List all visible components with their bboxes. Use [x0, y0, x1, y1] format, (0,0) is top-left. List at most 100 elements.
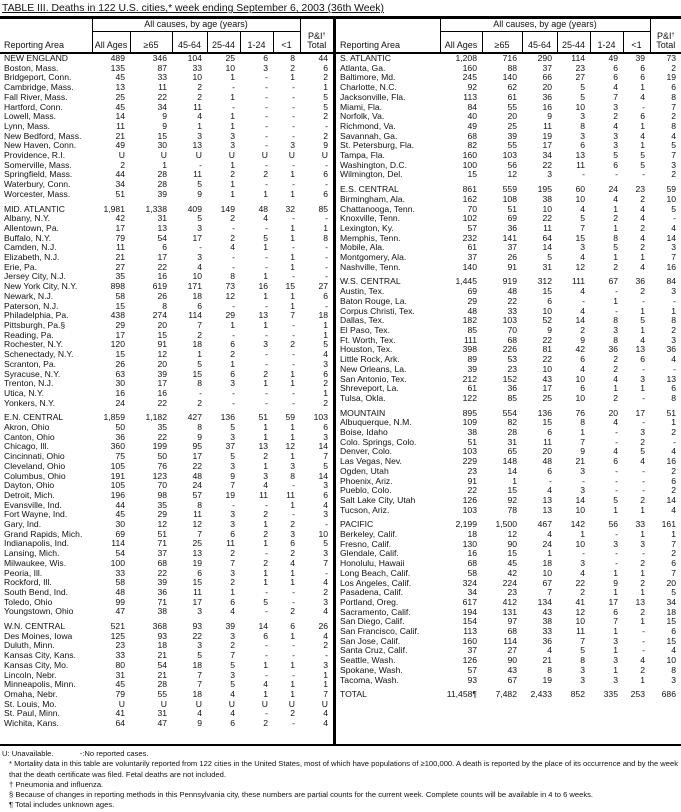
city-row-fort-wayne-ind: Fort Wayne, Ind. 45 29 11 3 2 - 3	[0, 510, 333, 520]
reporting-area: Albuquerque, N.M.	[340, 417, 412, 428]
pi-total-cell: 84	[666, 276, 676, 287]
age-45-64-header: 45-64	[521, 31, 557, 54]
city-row-worcester-mass: Worcester, Mass. 51 39 9 1 1 1 6	[0, 189, 333, 200]
age-25-44-cell: 11	[576, 626, 585, 637]
reporting-area: Spokane, Wash.	[340, 664, 403, 675]
age-65-plus-cell: 226	[502, 344, 517, 355]
all-ages-cell: 102	[462, 213, 477, 224]
age-45-64-cell: 1	[197, 120, 202, 131]
age-25-44-cell: 10	[575, 193, 585, 204]
city-row-richmond-va: Richmond, Va. 49 25 11 8 4 1 8	[336, 120, 681, 132]
pi-total-cell: 14	[666, 232, 676, 243]
age-65-plus-cell: 15	[157, 130, 167, 141]
reporting-area: Chicago, Ill.	[4, 441, 49, 452]
age-65-plus-cell: 224	[502, 577, 517, 588]
city-row-grand-rapids-mich: Grand Rapids, Mich. 69 51 7 6 2 3 10	[0, 529, 333, 540]
reporting-area: Chattanooga, Tenn.	[340, 203, 415, 214]
pi-total-cell: 3	[671, 159, 676, 170]
all-ages-cell: 154	[462, 616, 477, 627]
region-row-w-s-central: W.S. CENTRAL 1,445 919 312 111 67 36 84	[336, 277, 681, 287]
age-1-24-cell: 49	[608, 53, 618, 63]
age-65-plus-cell: 22	[157, 567, 167, 578]
all-ages-cell: 122	[462, 392, 477, 403]
all-ages-cell: 17	[115, 222, 125, 233]
age-25-44-cell: 10	[575, 373, 585, 384]
city-row-scranton-pa: Scranton, Pa. 26 20 5 1 - - 3	[0, 358, 333, 370]
pi-total-cell: 6	[323, 422, 328, 433]
pi-total-cell: 73	[666, 53, 676, 63]
age-under-1-cell: 2	[640, 494, 645, 505]
pi-total-cell: 8	[671, 120, 676, 131]
age-under-1-cell: -	[292, 640, 295, 651]
all-ages-header: All Ages	[91, 31, 130, 54]
reporting-area: Berkeley, Calif.	[340, 529, 398, 540]
pi-total-cell: 7	[671, 252, 676, 263]
reporting-area: Buffalo, N.Y.	[4, 232, 51, 243]
age-65-plus-cell: 7,482	[495, 689, 517, 700]
age-45-64-cell: 6	[547, 295, 552, 306]
age-1-24-cell: 8	[613, 334, 618, 345]
age-25-44-cell: 7	[580, 222, 585, 233]
city-row-honolulu-hawaii: Honolulu, Hawaii 68 45 18 3 - 2 6	[336, 558, 681, 569]
age-65-plus-cell: 20	[157, 319, 167, 330]
age-65-plus-cell: 43	[507, 664, 517, 675]
city-row-kansas-city-kans: Kansas City, Kans. 33 21 5 7 - - -	[0, 650, 333, 661]
reporting-area: San Francisco, Calif.	[340, 626, 420, 637]
age-25-44-cell: 2	[230, 548, 235, 559]
pi-total-cell: 15	[666, 635, 676, 646]
age-25-44-cell: 3	[580, 242, 585, 253]
all-ages-cell: 100	[462, 159, 477, 170]
age-65-plus-cell: 17	[157, 252, 167, 263]
age-45-64-cell: 22	[542, 334, 552, 345]
reporting-area: Birmingham, Ala.	[340, 193, 405, 204]
age-65-plus-cell: 18	[157, 640, 167, 651]
city-row-denver-colo: Denver, Colo. 103 65 20 9 4 5 4	[336, 447, 681, 457]
age-65-plus-cell: 93	[157, 630, 167, 641]
city-row-lincoln-nebr: Lincoln, Nebr. 31 21 7 3 - - 1	[0, 670, 333, 681]
reporting-area: Corpus Christi, Tex.	[340, 305, 415, 316]
age-1-24-cell: 1	[613, 567, 618, 578]
age-under-1-cell: -	[642, 417, 645, 428]
age-under-1-cell: 33	[635, 519, 645, 530]
age-1-24-cell: 5	[263, 596, 268, 607]
pi-total-cell: 4	[671, 354, 676, 365]
age-45-64-cell: 22	[192, 460, 202, 471]
age-45-64-cell: 8	[197, 378, 202, 389]
all-ages-cell: 26	[115, 358, 125, 369]
age-25-44-cell: 3	[580, 465, 585, 476]
right-table-panel: All causes, by age (years) Reporting Area…	[336, 19, 681, 744]
reporting-area: E.S. CENTRAL	[340, 184, 399, 195]
age-65-plus-cell: 12	[507, 169, 517, 180]
age-under-1-cell: 6	[640, 72, 645, 83]
age-25-44-cell: 11	[576, 159, 585, 170]
age-65-plus-cell: 29	[157, 509, 167, 520]
age-65-plus-cell: 131	[502, 606, 517, 617]
pi-total-cell: 2	[323, 378, 328, 389]
age-25-44-cell: 8	[580, 417, 585, 428]
age-45-64-cell: 11	[193, 509, 202, 520]
reporting-area: Utica, N.Y.	[4, 387, 44, 398]
age-65-plus-cell: U	[160, 698, 167, 709]
age-65-plus-cell: 54	[157, 232, 167, 243]
age-45-64-cell: 22	[542, 354, 552, 365]
age-65-plus-cell: 114	[503, 635, 517, 646]
age-1-24-cell: 8	[613, 232, 618, 243]
age-65-plus-cell: 36	[507, 383, 517, 394]
reporting-area: Little Rock, Ark.	[340, 354, 400, 365]
age-1-24-cell: 1	[613, 383, 618, 394]
age-65-plus-cell: 20	[157, 358, 167, 369]
age-45-64-cell: 13	[192, 140, 202, 151]
pi-total-cell: -	[673, 213, 676, 224]
age-45-64-cell: 10	[542, 203, 552, 214]
reporting-area: Cambridge, Mass.	[4, 82, 74, 93]
city-row-santa-cruz-calif: Santa Cruz, Calif. 37 27 4 5 1 - 4	[336, 646, 681, 656]
all-ages-cell: 18	[467, 529, 477, 540]
age-45-64-cell: 16	[542, 101, 552, 112]
age-under-1-cell: U	[288, 698, 295, 709]
reporting-area: Trenton, N.J.	[4, 378, 54, 389]
age-65-plus-cell: 48	[507, 286, 517, 297]
city-row-duluth-minn: Duluth, Minn. 23 18 3 2 - - 2	[0, 641, 333, 651]
pi-total-cell: 4	[671, 446, 676, 457]
age-45-64-cell: 9	[197, 431, 202, 442]
age-under-1-cell: 39	[635, 53, 645, 63]
